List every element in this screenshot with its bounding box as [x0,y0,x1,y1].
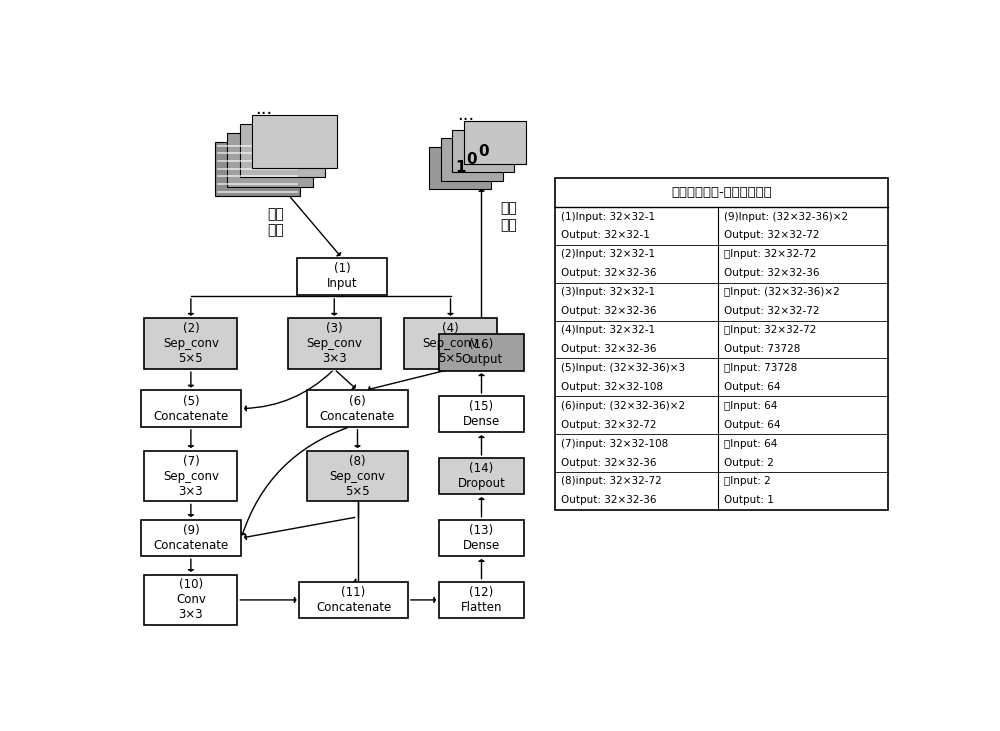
FancyBboxPatch shape [297,258,387,295]
Text: Output: 32×32-36: Output: 32×32-36 [561,306,657,316]
FancyBboxPatch shape [439,520,524,556]
Text: (9)
Concatenate: (9) Concatenate [153,524,228,552]
FancyBboxPatch shape [441,138,503,181]
FancyBboxPatch shape [452,130,514,172]
FancyBboxPatch shape [227,133,313,186]
Text: (11)
Concatenate: (11) Concatenate [316,586,391,614]
Text: (2)Input: 32×32-1: (2)Input: 32×32-1 [561,249,655,260]
Text: Output: 32×32-36: Output: 32×32-36 [561,496,657,505]
Text: Output: 32×32-72: Output: 32×32-72 [724,230,819,240]
Text: (3)Input: 32×32-1: (3)Input: 32×32-1 [561,287,655,298]
Text: Output: 32×32-108: Output: 32×32-108 [561,382,663,392]
FancyBboxPatch shape [439,334,524,371]
FancyBboxPatch shape [439,396,524,433]
FancyBboxPatch shape [144,319,237,369]
Text: (8)
Sep_conv
5×5: (8) Sep_conv 5×5 [330,455,386,498]
Text: Output: 32×32-36: Output: 32×32-36 [724,268,819,279]
Text: ⑮Input: 64: ⑮Input: 64 [724,401,777,411]
Text: ⑪Input: 32×32-72: ⑪Input: 32×32-72 [724,249,816,260]
Text: Output: 32×32-1: Output: 32×32-1 [561,230,650,240]
Text: Output: 1: Output: 1 [724,496,774,505]
Text: (1)Input: 32×32-1: (1)Input: 32×32-1 [561,211,655,221]
FancyBboxPatch shape [429,147,491,189]
Text: (4)Input: 32×32-1: (4)Input: 32×32-1 [561,325,655,335]
Text: 0: 0 [478,143,489,159]
Text: ⑬Input: 32×32-72: ⑬Input: 32×32-72 [724,325,816,335]
Text: ⑯Input: 64: ⑯Input: 64 [724,439,777,449]
Text: Output: 2: Output: 2 [724,458,774,468]
Text: (14)
Dropout: (14) Dropout [458,462,505,490]
FancyBboxPatch shape [439,458,524,494]
Text: ···: ··· [457,110,475,129]
Text: (7)
Sep_conv
3×3: (7) Sep_conv 3×3 [163,455,219,498]
FancyBboxPatch shape [140,520,241,556]
Text: Output: 32×32-36: Output: 32×32-36 [561,458,657,468]
Text: (10)
Conv
3×3: (10) Conv 3×3 [176,578,206,621]
FancyBboxPatch shape [307,390,408,427]
Text: (6)input: (32×32-36)×2: (6)input: (32×32-36)×2 [561,401,685,411]
Text: 测试
样本: 测试 样本 [268,208,285,238]
Text: (7)input: 32×32-108: (7)input: 32×32-108 [561,439,669,449]
Text: ···: ··· [255,105,272,123]
FancyBboxPatch shape [288,319,381,369]
Text: Output: 32×32-36: Output: 32×32-36 [561,344,657,354]
FancyBboxPatch shape [555,178,888,510]
Text: (13)
Dense: (13) Dense [463,524,500,552]
Text: (15)
Dense: (15) Dense [463,400,500,428]
FancyBboxPatch shape [144,451,237,501]
FancyBboxPatch shape [307,451,408,501]
Text: 0: 0 [466,152,477,167]
Text: (16)
Output: (16) Output [461,338,502,366]
Text: Output: 64: Output: 64 [724,420,780,430]
Text: (4)
Sep_conv
5×5: (4) Sep_conv 5×5 [422,322,479,366]
FancyBboxPatch shape [404,319,497,369]
FancyBboxPatch shape [140,390,241,427]
Text: Output: 73728: Output: 73728 [724,344,800,354]
Text: (12)
Flatten: (12) Flatten [461,586,502,614]
Text: (3)
Sep_conv
3×3: (3) Sep_conv 3×3 [306,322,362,366]
Text: Output: 32×32-72: Output: 32×32-72 [561,420,657,430]
Text: (5)
Concatenate: (5) Concatenate [153,395,228,423]
FancyBboxPatch shape [252,115,337,168]
Text: (8)input: 32×32-72: (8)input: 32×32-72 [561,477,662,487]
Text: (6)
Concatenate: (6) Concatenate [320,395,395,423]
Text: ⑭Input: 73728: ⑭Input: 73728 [724,363,797,373]
Text: (5)Input: (32×32-36)×3: (5)Input: (32×32-36)×3 [561,363,685,373]
Text: 格式：图尺寸-特征图的数量: 格式：图尺寸-特征图的数量 [671,186,772,199]
Text: ⑫Input: (32×32-36)×2: ⑫Input: (32×32-36)×2 [724,287,840,298]
Text: (2)
Sep_conv
5×5: (2) Sep_conv 5×5 [163,322,219,366]
Text: (9)Input: (32×32-36)×2: (9)Input: (32×32-36)×2 [724,211,848,221]
Text: ⑰Input: 2: ⑰Input: 2 [724,477,771,487]
Text: Output: 32×32-72: Output: 32×32-72 [724,306,819,316]
Text: 识别
结果: 识别 结果 [500,202,517,232]
Text: Output: 64: Output: 64 [724,382,780,392]
FancyBboxPatch shape [144,575,237,625]
FancyBboxPatch shape [299,582,408,618]
Text: (1)
Input: (1) Input [327,262,357,290]
FancyBboxPatch shape [464,121,526,164]
FancyBboxPatch shape [215,142,300,195]
FancyBboxPatch shape [439,582,524,618]
FancyBboxPatch shape [240,124,325,178]
Text: 1: 1 [455,160,465,175]
Text: Output: 32×32-36: Output: 32×32-36 [561,268,657,279]
